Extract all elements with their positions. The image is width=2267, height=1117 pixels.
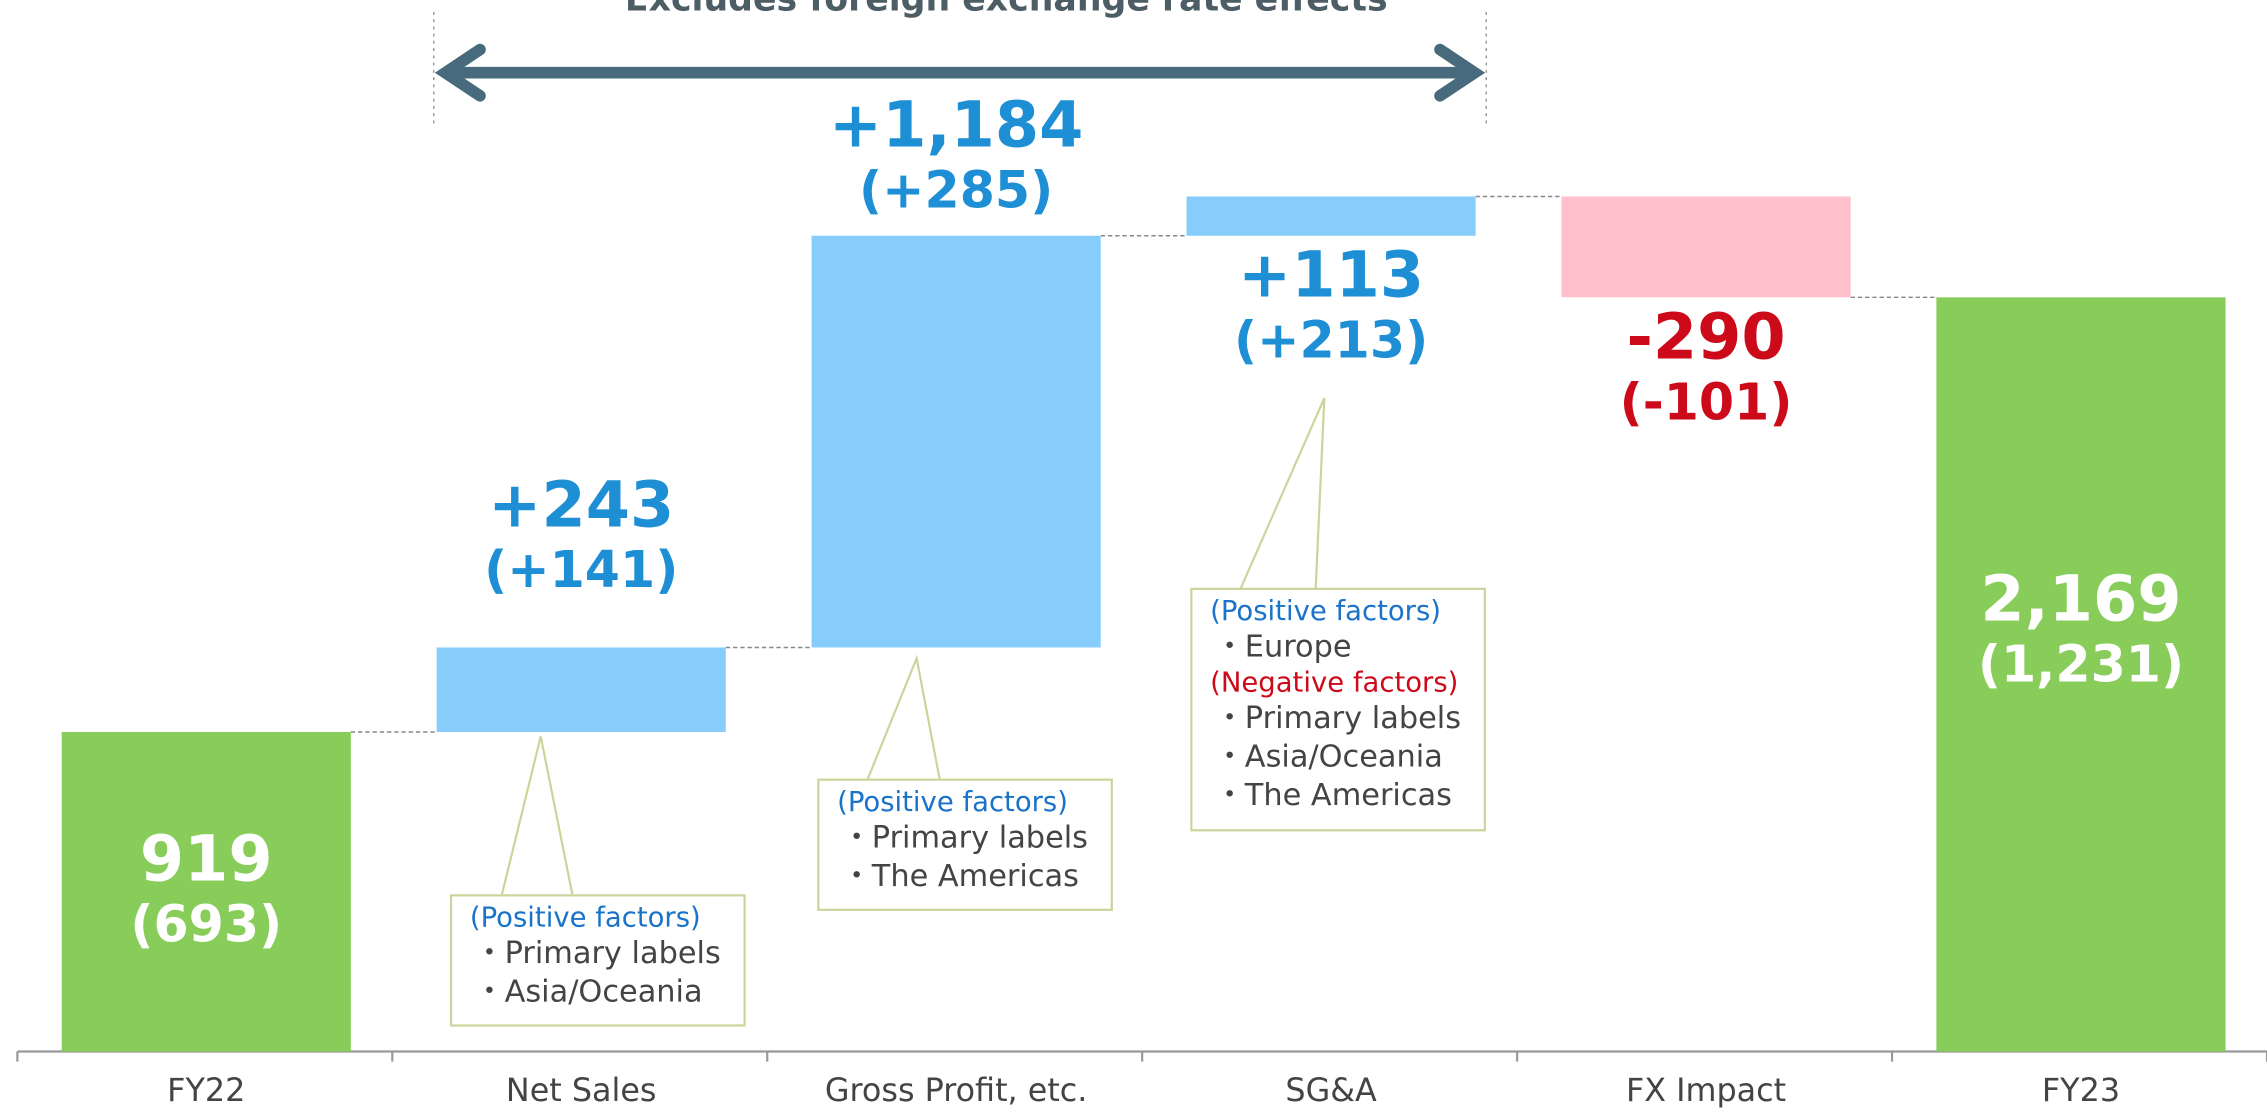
callout-heading: (Positive factors) [837, 787, 1068, 818]
sub-value-label: (693) [130, 895, 282, 954]
callout-heading: (Negative factors) [1210, 668, 1458, 699]
bar [436, 647, 726, 732]
callout-pointer [1239, 397, 1326, 590]
callout-item: ・Primary labels [474, 936, 721, 971]
sub-value-label: (+141) [484, 540, 678, 599]
callout-item: ・Asia/Oceania [1214, 740, 1442, 775]
callout-item: ・Europe [1214, 630, 1351, 665]
sub-value-label: (1,231) [1978, 634, 2184, 693]
x-tick-label: Net Sales [506, 1072, 657, 1109]
value-label: 2,169 [1980, 562, 2181, 636]
x-tick-label: FX Impact [1626, 1072, 1786, 1109]
x-tick-label: SG&A [1285, 1072, 1377, 1109]
annotation: Excludes foreign exchange rate effects [625, 0, 1388, 19]
callout-pointer [500, 736, 574, 896]
value-label: +1,184 [829, 88, 1084, 162]
callout-heading: (Positive factors) [470, 903, 701, 934]
arrow-head [434, 43, 486, 102]
callout-heading: (Positive factors) [1210, 596, 1441, 627]
sub-value-label: (-101) [1620, 372, 1793, 431]
callout-item: ・Primary labels [1214, 701, 1461, 736]
bar [61, 731, 351, 1052]
callout-item: ・The Americas [1214, 778, 1452, 813]
bar [1561, 196, 1851, 298]
value-label: +243 [488, 468, 674, 542]
arrow-head [1434, 43, 1486, 102]
x-tick-label: Gross Profit, etc. [825, 1072, 1087, 1109]
callout-item: ・Asia/Oceania [474, 974, 702, 1009]
value-label: -290 [1626, 300, 1785, 374]
x-tick-label: FY22 [167, 1072, 245, 1109]
bar [811, 235, 1101, 648]
callout-box [450, 894, 746, 1027]
callout-item: ・Primary labels [841, 820, 1088, 855]
callout-box [1190, 587, 1486, 832]
callout-item: ・The Americas [841, 859, 1079, 894]
callout-box [817, 778, 1113, 911]
sub-value-label: (+213) [1234, 311, 1428, 370]
x-tick-label: FY23 [2042, 1072, 2120, 1109]
bar [1186, 196, 1476, 236]
callout-pointer [866, 654, 941, 781]
value-label: 919 [140, 823, 273, 897]
bar [1936, 297, 2226, 1052]
sub-value-label: (+285) [859, 160, 1053, 219]
value-label: +113 [1238, 239, 1424, 313]
